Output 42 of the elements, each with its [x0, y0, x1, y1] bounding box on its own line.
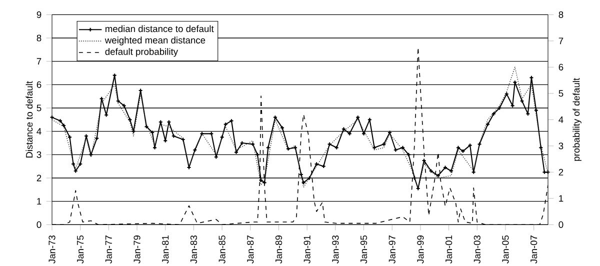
- y-tick-label: 9: [36, 11, 42, 18]
- x-tick-label: Jan-99: [417, 236, 424, 264]
- legend-label: median distance to default: [106, 25, 214, 32]
- y-tick-label: 5: [36, 104, 42, 112]
- x-tick-label: Jan-81: [162, 236, 169, 264]
- x-tick-label: Jan-77: [105, 236, 112, 264]
- y2-tick-label: 8: [558, 11, 564, 18]
- y-tick-label: 2: [36, 174, 42, 182]
- x-tick-label: Jan-75: [77, 235, 84, 264]
- legend-label: default probability: [105, 48, 178, 57]
- y2-axis-title: probability of default: [572, 78, 582, 161]
- x-tick-label: Jan-87: [247, 236, 254, 264]
- x-tick-label: Jan-03: [474, 235, 480, 264]
- x-tick-label: Jan-91: [304, 236, 310, 264]
- x-tick-label: Jan-01: [446, 236, 452, 264]
- y2-tick-label: 2: [558, 168, 564, 176]
- x-tick-label: Jan-97: [388, 236, 396, 264]
- y-axis-title: Distance to default: [26, 81, 33, 158]
- y2-tick-label: 4: [558, 116, 564, 123]
- y2-tick-label: 7: [558, 38, 564, 44]
- y2-tick-label: 0: [558, 221, 564, 228]
- y-tick-label: 6: [36, 81, 42, 88]
- x-tick-label: Jan-89: [275, 236, 282, 264]
- y2-tick-label: 5: [558, 90, 564, 97]
- x-tick-label: Jan-05: [502, 235, 509, 264]
- y-tick-label: 8: [36, 34, 42, 42]
- x-tick-label: Jan-85: [218, 235, 226, 264]
- y-tick-label: 3: [36, 151, 42, 158]
- x-tick-label: Jan-07: [530, 236, 538, 264]
- y-tick-label: 4: [36, 128, 42, 135]
- x-tick-label: Jan-95: [360, 235, 368, 264]
- legend-label: weighted mean distance: [104, 36, 206, 46]
- y2-tick-label: 1: [559, 195, 564, 202]
- x-tick-label: Jan-73: [48, 235, 56, 264]
- y-tick-label: 7: [36, 58, 42, 65]
- x-tick-label: Jan-83: [190, 235, 198, 264]
- x-tick-label: Jan-93: [332, 235, 339, 264]
- y2-tick-label: 6: [558, 64, 564, 70]
- y-tick-label: 1: [37, 198, 42, 205]
- x-tick-label: Jan-79: [134, 236, 140, 264]
- y2-tick-label: 3: [558, 142, 564, 150]
- y-tick-label: 0: [36, 221, 42, 228]
